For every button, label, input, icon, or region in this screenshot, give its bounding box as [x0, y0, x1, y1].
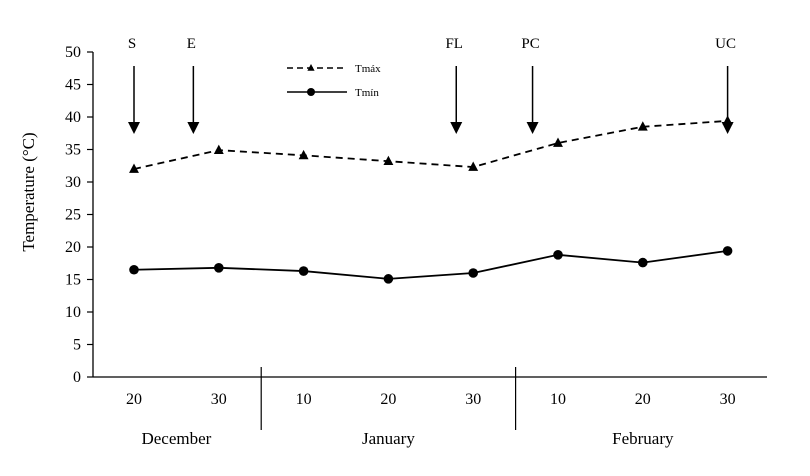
- data-point: [468, 161, 479, 171]
- data-point: [213, 144, 224, 154]
- x-tick-label: 30: [720, 391, 736, 408]
- y-tick-label: 10: [65, 304, 81, 321]
- x-tick-label: 10: [296, 391, 312, 408]
- legend-label: Tmín: [355, 87, 379, 99]
- data-point: [468, 268, 479, 278]
- data-point: [129, 163, 139, 173]
- data-point: [129, 264, 139, 275]
- x-tick-label: 10: [550, 391, 566, 408]
- y-tick-label: 5: [73, 337, 81, 354]
- y-tick-label: 15: [65, 272, 81, 289]
- data-point: [214, 263, 224, 273]
- data-point: [383, 155, 394, 166]
- data-point: [638, 257, 648, 268]
- annotation-arrow-head: [450, 122, 463, 134]
- data-point: [298, 266, 309, 276]
- x-tick-label: 20: [635, 391, 651, 408]
- y-tick-label: 30: [65, 174, 81, 191]
- y-tick-label: 40: [65, 109, 81, 126]
- month-label: January: [362, 429, 415, 448]
- y-tick-label: 45: [65, 77, 81, 94]
- month-label: December: [141, 429, 211, 448]
- annotation-label: S: [128, 36, 136, 52]
- series-layer: [129, 115, 733, 284]
- x-tick-label: 30: [211, 391, 227, 408]
- data-point: [383, 274, 394, 284]
- axes: 0 5 10 15 20 25 30 35 40 45 50 20 30 10 20 30 10 20 30 Dece…: [65, 44, 767, 448]
- legend-marker: [307, 64, 315, 71]
- legend-marker: [307, 88, 315, 96]
- annotation-arrow-head: [721, 122, 734, 134]
- legend: Tmáx Tmín: [287, 63, 381, 99]
- series-line: [133, 250, 728, 280]
- data-point: [553, 137, 563, 147]
- annotation-label: UC: [715, 36, 736, 52]
- data-point: [722, 246, 733, 256]
- legend-label: Tmáx: [355, 63, 381, 75]
- data-point: [637, 121, 648, 131]
- month-label: February: [612, 429, 674, 448]
- y-tick-label: 35: [65, 142, 81, 159]
- y-tick-label: 0: [73, 369, 81, 386]
- annotation-label: PC: [521, 36, 539, 52]
- annotations: S E FL PC UC: [128, 36, 736, 134]
- x-tick-label: 20: [126, 391, 142, 408]
- annotation-label: E: [187, 36, 196, 52]
- y-axis-label: Temperature (°C): [19, 132, 38, 251]
- y-tick-label: 50: [65, 44, 81, 61]
- annotation-arrow-head: [187, 122, 200, 134]
- series-line: [133, 120, 728, 170]
- x-tick-label: 20: [380, 391, 396, 408]
- y-tick-label: 20: [65, 239, 81, 256]
- data-point: [553, 250, 563, 260]
- data-point: [298, 149, 309, 160]
- y-tick-label: 25: [65, 207, 81, 224]
- annotation-label: FL: [445, 36, 463, 52]
- annotation-arrow-head: [526, 122, 539, 134]
- annotation-arrow-head: [128, 122, 140, 134]
- x-tick-label: 30: [465, 391, 481, 408]
